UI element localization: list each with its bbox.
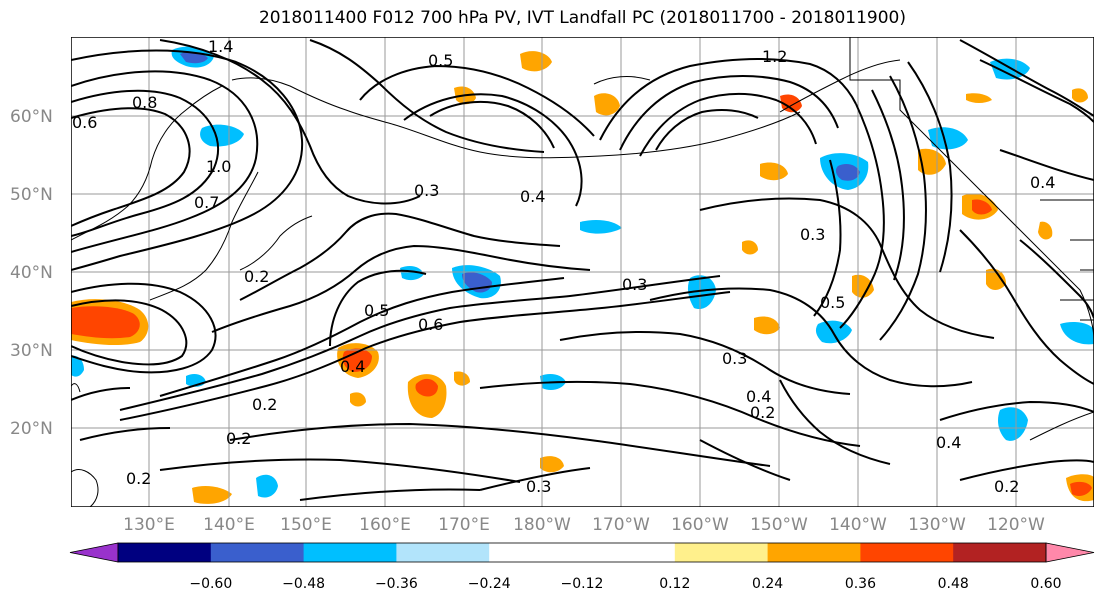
pv-contours	[71, 39, 1094, 501]
contour-label: 0.4	[746, 387, 771, 406]
contour-label: 0.3	[722, 349, 747, 368]
contour-label: 1.2	[762, 47, 787, 66]
lon-label: 130°E	[123, 515, 175, 535]
colorbar-tick-label: −0.24	[468, 576, 511, 592]
colorbar-segment	[767, 543, 861, 562]
gridlines	[71, 37, 1094, 507]
colorbar-segment	[953, 543, 1047, 562]
contour-label: 0.2	[252, 395, 277, 414]
colorbar-segment	[303, 543, 397, 562]
lon-label: 130°W	[908, 515, 966, 535]
contour-label: 0.6	[72, 113, 97, 132]
lon-label: 160°W	[671, 515, 729, 535]
colorbar-segment	[860, 543, 954, 562]
colorbar-segment	[210, 543, 305, 562]
colorbar: −0.60 −0.48 −0.36 −0.24 −0.12 0.12 0.24 …	[69, 542, 1095, 592]
lat-label: 60°N	[10, 107, 53, 127]
colorbar-extend-low	[69, 542, 119, 563]
contour-label: 0.5	[820, 293, 845, 312]
lon-label: 160°E	[359, 515, 411, 535]
contour-label: 0.6	[418, 315, 443, 334]
lon-label: 120°W	[987, 515, 1045, 535]
lat-label: 20°N	[10, 419, 53, 439]
colorbar-tick-label: −0.60	[189, 576, 232, 592]
lat-label: 50°N	[10, 185, 53, 205]
colorbar-tick-label: −0.12	[561, 576, 604, 592]
colorbar-tick-label: 0.24	[752, 576, 783, 592]
colorbar-tick-label: −0.48	[282, 576, 325, 592]
contour-label: 0.4	[936, 433, 961, 452]
colorbar-segment	[118, 543, 212, 562]
colorbar-tick-label: 0.36	[845, 576, 876, 592]
lon-label: 150°E	[280, 515, 332, 535]
colorbar-segment	[489, 543, 583, 562]
contour-label: 0.2	[126, 469, 151, 488]
contour-labels: 1.4 1.2 0.6 0.5 0.8 1.0 0.7 0.4 0.3 0.2 …	[72, 37, 1055, 496]
contour-label: 0.4	[340, 357, 365, 376]
lon-label: 140°W	[829, 515, 887, 535]
lon-label: 170°W	[592, 515, 650, 535]
contour-label: 0.2	[244, 267, 269, 286]
colorbar-frame	[117, 542, 1047, 563]
lon-label: 140°E	[203, 515, 255, 535]
colorbar-segment	[582, 543, 676, 562]
contour-label: 0.8	[132, 93, 157, 112]
coastlines	[71, 37, 1094, 507]
contour-label: 0.2	[750, 403, 775, 422]
contour-label: 0.5	[364, 301, 389, 320]
longitude-labels: 130°E 140°E 150°E 160°E 170°E 180°W 170°…	[123, 515, 1045, 535]
anomaly-fills	[71, 46, 1094, 504]
contour-label: 0.3	[622, 275, 647, 294]
colorbar-ticks: −0.60 −0.48 −0.36 −0.24 −0.12 0.12 0.24 …	[189, 576, 1061, 592]
map-plot-area: 1.4 1.2 0.6 0.5 0.8 1.0 0.7 0.4 0.3 0.2 …	[71, 37, 1094, 507]
colorbar-tick-label: 0.60	[1030, 576, 1061, 592]
contour-label: 0.3	[800, 225, 825, 244]
contour-label: 0.5	[428, 51, 453, 70]
contour-label: 0.7	[194, 193, 219, 212]
colorbar-tick-label: 0.12	[659, 576, 690, 592]
colorbar-tick-label: −0.36	[375, 576, 418, 592]
contour-label: 1.4	[208, 37, 233, 56]
map-title: 2018011400 F012 700 hPa PV, IVT Landfall…	[258, 8, 906, 28]
colorbar-segments	[69, 542, 1095, 563]
lat-label: 30°N	[10, 341, 53, 361]
latitude-labels: 60°N 50°N 40°N 30°N 20°N	[10, 107, 53, 439]
colorbar-segment	[674, 543, 769, 562]
contour-label: 0.2	[226, 429, 251, 448]
lon-label: 180°W	[513, 515, 571, 535]
colorbar-segment	[396, 543, 490, 562]
lon-label: 170°E	[438, 515, 490, 535]
lat-label: 40°N	[10, 263, 53, 283]
contour-label: 0.4	[1030, 173, 1055, 192]
contour-label: 1.0	[206, 157, 231, 176]
contour-label: 0.4	[520, 187, 545, 206]
contour-label: 0.3	[526, 477, 551, 496]
colorbar-tick-label: 0.48	[938, 576, 969, 592]
colorbar-extend-high	[1045, 542, 1095, 563]
contour-label: 0.3	[414, 181, 439, 200]
contour-label: 0.2	[994, 477, 1019, 496]
lon-label: 150°W	[750, 515, 808, 535]
